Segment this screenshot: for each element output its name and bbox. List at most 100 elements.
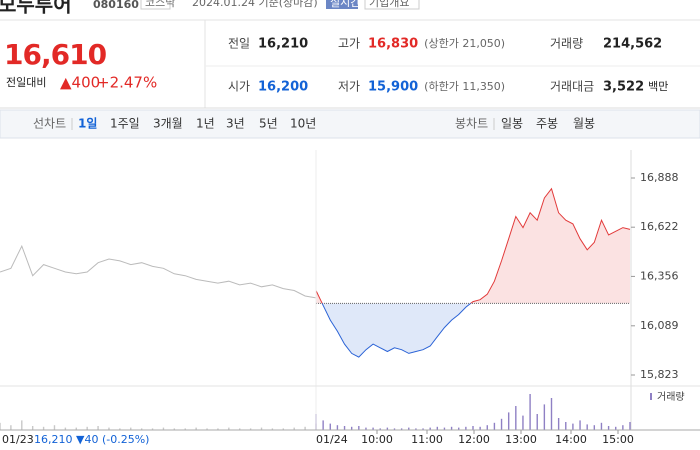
volume-bar	[557, 418, 560, 430]
period-button[interactable]: 1년	[196, 117, 215, 131]
volume-label: 거래량	[657, 391, 685, 403]
volume-bar	[140, 428, 143, 430]
volume-bar	[0, 422, 1, 430]
stats: 전일 16,210 고가 16,830 (상한가 21,050) 거래량 214,562 시가…	[228, 37, 668, 95]
volume-bar	[195, 427, 197, 430]
volume-bar	[615, 426, 617, 430]
volume-bar	[350, 426, 353, 430]
volume-bar	[271, 428, 274, 430]
volume-bar	[130, 427, 132, 430]
volume-bar	[607, 426, 610, 430]
volume-bar	[379, 428, 381, 430]
volume-bar	[529, 394, 531, 430]
period-button[interactable]: 1주일	[110, 117, 140, 131]
volume-bar	[586, 424, 588, 430]
volume-bar	[119, 428, 121, 430]
candle-button[interactable]: 주봉	[536, 117, 558, 131]
stat-value: 16,210	[258, 37, 308, 52]
company[interactable]: 기업개요	[369, 0, 409, 9]
volume-bar	[217, 428, 219, 430]
x-tick-label: 14:00	[555, 433, 587, 446]
volume-bar	[173, 428, 176, 430]
volume-bar	[600, 422, 603, 430]
volume-bar	[10, 425, 12, 430]
period-button[interactable]: 10년	[290, 117, 316, 131]
stat-value: 214,562	[603, 37, 662, 52]
volume-bar	[429, 427, 431, 430]
volume-bar	[53, 425, 56, 430]
y-tick-label: 16,089	[640, 319, 679, 332]
line-chart-label: 선차트	[33, 117, 66, 131]
period-button[interactable]: 3개월	[153, 117, 183, 131]
y-tick-label: 16,622	[640, 220, 679, 233]
change: ▲400	[60, 74, 100, 92]
period-button[interactable]: 5년	[259, 117, 278, 131]
volume-bar	[322, 420, 324, 430]
market-badge	[140, 0, 171, 10]
volume-bar	[536, 414, 538, 430]
volume-bar	[443, 427, 446, 430]
company-button[interactable]	[364, 0, 420, 10]
volume-bar	[75, 427, 77, 430]
realtime[interactable]: 실시간	[330, 0, 360, 9]
volume-bar	[336, 425, 339, 430]
volume-bar	[479, 426, 481, 430]
stock-code: 080160	[93, 0, 139, 11]
volume-bar	[260, 427, 263, 430]
stat-value: 3,522	[603, 80, 644, 95]
volume-legend-mark	[650, 393, 652, 400]
area-up	[316, 188, 630, 304]
realtime-badge[interactable]	[326, 0, 358, 9]
volume-bar	[543, 404, 546, 430]
stat-value: 16,200	[258, 80, 308, 95]
volume-bar	[465, 426, 467, 430]
volume-bar	[42, 426, 45, 430]
toolbar-items: 선차트 1일 1주일 3개월 1년 3년 5년 10년 봉차트 일봉 주봉 월봉	[33, 117, 595, 131]
volume-bar	[64, 427, 67, 430]
period-button[interactable]: 1일	[78, 117, 97, 131]
volume-bar	[422, 428, 424, 430]
volume-bar	[162, 427, 165, 430]
toolbar	[0, 109, 700, 139]
volume-bar	[249, 428, 252, 430]
stat-label: 저가	[338, 80, 360, 94]
area-down	[322, 303, 471, 358]
x-tick-label: 11:00	[411, 433, 443, 446]
stat-label: 고가	[338, 37, 360, 51]
market: 코스닥	[145, 0, 175, 9]
volume-bar	[550, 398, 553, 430]
volume-bar	[329, 423, 331, 430]
volume-bar	[629, 422, 631, 430]
volume-bar	[86, 426, 88, 430]
volume-bar	[472, 426, 474, 430]
volume-bar	[393, 428, 396, 430]
stat-unit: 백만	[648, 80, 668, 93]
stat-label: 전일	[228, 37, 250, 51]
volume-bar	[386, 427, 389, 430]
stock-name: 모두투어	[0, 0, 72, 17]
date: 2024.01.24 기준(장마감)	[192, 0, 318, 9]
volume-bar	[436, 426, 439, 430]
volume-bar	[293, 427, 295, 430]
volume-bar	[493, 422, 496, 430]
volume-bar	[343, 426, 346, 430]
volume-bar	[151, 428, 154, 430]
volume-bar	[365, 427, 367, 430]
volume-bar	[108, 427, 110, 430]
volume-bar	[593, 425, 596, 430]
volume-bar	[415, 428, 417, 430]
stat-label: 거래대금	[550, 80, 594, 94]
period-button[interactable]: 3년	[226, 117, 245, 131]
stat-label: 거래량	[550, 37, 583, 51]
candle-button[interactable]: 일봉	[501, 117, 523, 131]
candle-button[interactable]: 월봉	[573, 117, 595, 131]
volume-bar	[228, 427, 230, 430]
y-tick-label: 15,823	[640, 368, 679, 381]
stat-value: 16,830	[368, 37, 418, 52]
change-rate: +2.47%	[97, 74, 157, 92]
volume-bar	[400, 428, 403, 430]
stat-label: 시가	[228, 80, 250, 94]
